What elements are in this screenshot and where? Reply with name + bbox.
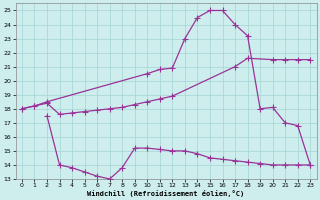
X-axis label: Windchill (Refroidissement éolien,°C): Windchill (Refroidissement éolien,°C) [87, 190, 245, 197]
